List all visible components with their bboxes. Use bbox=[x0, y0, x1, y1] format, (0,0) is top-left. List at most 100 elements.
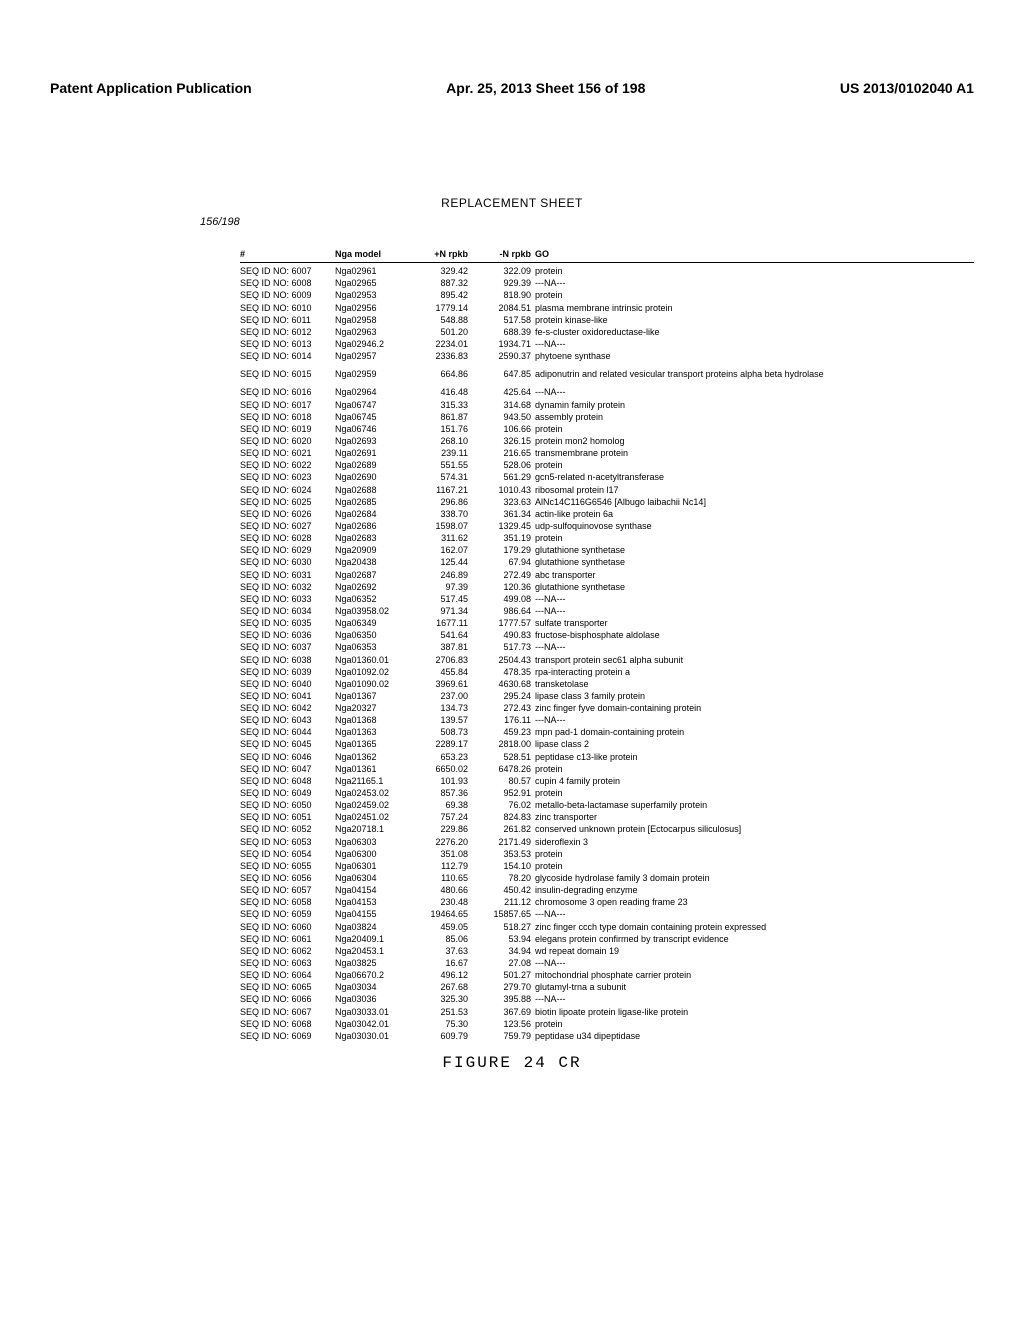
cell-pn: 455.84 bbox=[413, 666, 476, 678]
table-row: SEQ ID NO: 6046Nga01362653.23528.51pepti… bbox=[240, 751, 974, 763]
cell-seq: SEQ ID NO: 6021 bbox=[240, 447, 335, 459]
table-row: SEQ ID NO: 6067Nga03033.01251.53367.69bi… bbox=[240, 1006, 974, 1018]
cell-go: conserved unknown protein [Ectocarpus si… bbox=[535, 823, 974, 835]
table-row: SEQ ID NO: 6009Nga02953895.42818.90prote… bbox=[240, 289, 974, 301]
cell-pn: 19464.65 bbox=[413, 908, 476, 920]
cell-seq: SEQ ID NO: 6035 bbox=[240, 617, 335, 629]
cell-seq: SEQ ID NO: 6063 bbox=[240, 957, 335, 969]
cell-seq: SEQ ID NO: 6064 bbox=[240, 969, 335, 981]
table-row: SEQ ID NO: 6039Nga01092.02455.84478.35rp… bbox=[240, 666, 974, 678]
cell-seq: SEQ ID NO: 6056 bbox=[240, 872, 335, 884]
cell-nn: 478.35 bbox=[476, 666, 535, 678]
cell-pn: 416.48 bbox=[413, 386, 476, 398]
cell-nn: 176.11 bbox=[476, 714, 535, 726]
cell-nn: 528.06 bbox=[476, 459, 535, 471]
col-model: Nga model bbox=[335, 248, 413, 260]
cell-nn: 1010.43 bbox=[476, 484, 535, 496]
cell-nn: 361.34 bbox=[476, 508, 535, 520]
cell-nn: 78.20 bbox=[476, 872, 535, 884]
cell-go: protein bbox=[535, 763, 974, 775]
cell-go: biotin lipoate protein ligase-like prote… bbox=[535, 1006, 974, 1018]
cell-nn: 179.29 bbox=[476, 544, 535, 556]
cell-pn: 541.64 bbox=[413, 629, 476, 641]
cell-nn: 211.12 bbox=[476, 896, 535, 908]
cell-seq: SEQ ID NO: 6014 bbox=[240, 350, 335, 362]
col-seq: # bbox=[240, 248, 335, 260]
cell-model: Nga04153 bbox=[335, 896, 413, 908]
cell-seq: SEQ ID NO: 6008 bbox=[240, 277, 335, 289]
cell-model: Nga01365 bbox=[335, 738, 413, 750]
cell-go: protein bbox=[535, 860, 974, 872]
cell-go: adiponutrin and related vesicular transp… bbox=[535, 368, 974, 380]
replacement-sheet-label: REPLACEMENT SHEET bbox=[50, 196, 974, 210]
cell-seq: SEQ ID NO: 6060 bbox=[240, 921, 335, 933]
cell-nn: 314.68 bbox=[476, 399, 535, 411]
cell-seq: SEQ ID NO: 6024 bbox=[240, 484, 335, 496]
cell-model: Nga02958 bbox=[335, 314, 413, 326]
cell-pn: 574.31 bbox=[413, 471, 476, 483]
cell-nn: 759.79 bbox=[476, 1030, 535, 1042]
table-row: SEQ ID NO: 6031Nga02687246.89272.49abc t… bbox=[240, 569, 974, 581]
cell-pn: 2289.17 bbox=[413, 738, 476, 750]
cell-nn: 2504.43 bbox=[476, 654, 535, 666]
cell-seq: SEQ ID NO: 6034 bbox=[240, 605, 335, 617]
table-row: SEQ ID NO: 6018Nga06745861.87943.50assem… bbox=[240, 411, 974, 423]
table-row: SEQ ID NO: 6034Nga03958.02971.34986.64--… bbox=[240, 605, 974, 617]
cell-model: Nga01368 bbox=[335, 714, 413, 726]
cell-nn: 216.65 bbox=[476, 447, 535, 459]
table-row: SEQ ID NO: 6045Nga013652289.172818.00lip… bbox=[240, 738, 974, 750]
cell-model: Nga06746 bbox=[335, 423, 413, 435]
cell-pn: 861.87 bbox=[413, 411, 476, 423]
cell-nn: 76.02 bbox=[476, 799, 535, 811]
cell-go: mitochondrial phosphate carrier protein bbox=[535, 969, 974, 981]
cell-pn: 1598.07 bbox=[413, 520, 476, 532]
cell-pn: 75.30 bbox=[413, 1018, 476, 1030]
cell-go: transmembrane protein bbox=[535, 447, 974, 459]
cell-seq: SEQ ID NO: 6009 bbox=[240, 289, 335, 301]
cell-model: Nga01090.02 bbox=[335, 678, 413, 690]
cell-nn: 2818.00 bbox=[476, 738, 535, 750]
cell-pn: 338.70 bbox=[413, 508, 476, 520]
table-row: SEQ ID NO: 6057Nga04154480.66450.42insul… bbox=[240, 884, 974, 896]
cell-nn: 459.23 bbox=[476, 726, 535, 738]
table-row: SEQ ID NO: 6030Nga20438125.4467.94glutat… bbox=[240, 556, 974, 568]
cell-go: glycoside hydrolase family 3 domain prot… bbox=[535, 872, 974, 884]
cell-go: protein bbox=[535, 1018, 974, 1030]
cell-seq: SEQ ID NO: 6055 bbox=[240, 860, 335, 872]
table-row: SEQ ID NO: 6036Nga06350541.64490.83fruct… bbox=[240, 629, 974, 641]
cell-seq: SEQ ID NO: 6051 bbox=[240, 811, 335, 823]
table-row: SEQ ID NO: 6063Nga0382516.6727.08---NA--… bbox=[240, 957, 974, 969]
cell-pn: 387.81 bbox=[413, 641, 476, 653]
cell-nn: 528.51 bbox=[476, 751, 535, 763]
table-row: SEQ ID NO: 6054Nga06300351.08353.53prote… bbox=[240, 848, 974, 860]
table-row: SEQ ID NO: 6052Nga20718.1229.86261.82con… bbox=[240, 823, 974, 835]
cell-seq: SEQ ID NO: 6065 bbox=[240, 981, 335, 993]
cell-go: fructose-bisphosphate aldolase bbox=[535, 629, 974, 641]
table-row: SEQ ID NO: 6011Nga02958548.88517.58prote… bbox=[240, 314, 974, 326]
cell-nn: 323.63 bbox=[476, 496, 535, 508]
cell-nn: 929.39 bbox=[476, 277, 535, 289]
cell-model: Nga02459.02 bbox=[335, 799, 413, 811]
cell-go: glutathione synthetase bbox=[535, 556, 974, 568]
cell-pn: 1677.11 bbox=[413, 617, 476, 629]
cell-nn: 2084.51 bbox=[476, 302, 535, 314]
cell-pn: 971.34 bbox=[413, 605, 476, 617]
cell-model: Nga02692 bbox=[335, 581, 413, 593]
cell-seq: SEQ ID NO: 6037 bbox=[240, 641, 335, 653]
cell-nn: 943.50 bbox=[476, 411, 535, 423]
col-nn: -N rpkb bbox=[476, 248, 535, 260]
cell-go: sulfate transporter bbox=[535, 617, 974, 629]
cell-go: ---NA--- bbox=[535, 993, 974, 1005]
table-row: SEQ ID NO: 6044Nga01363508.73459.23mpn p… bbox=[240, 726, 974, 738]
cell-model: Nga20909 bbox=[335, 544, 413, 556]
cell-model: Nga06304 bbox=[335, 872, 413, 884]
cell-seq: SEQ ID NO: 6032 bbox=[240, 581, 335, 593]
cell-seq: SEQ ID NO: 6066 bbox=[240, 993, 335, 1005]
cell-nn: 106.66 bbox=[476, 423, 535, 435]
cell-pn: 315.33 bbox=[413, 399, 476, 411]
cell-go: zinc finger fyve domain-containing prote… bbox=[535, 702, 974, 714]
cell-nn: 518.27 bbox=[476, 921, 535, 933]
cell-model: Nga20327 bbox=[335, 702, 413, 714]
cell-seq: SEQ ID NO: 6010 bbox=[240, 302, 335, 314]
cell-model: Nga03034 bbox=[335, 981, 413, 993]
